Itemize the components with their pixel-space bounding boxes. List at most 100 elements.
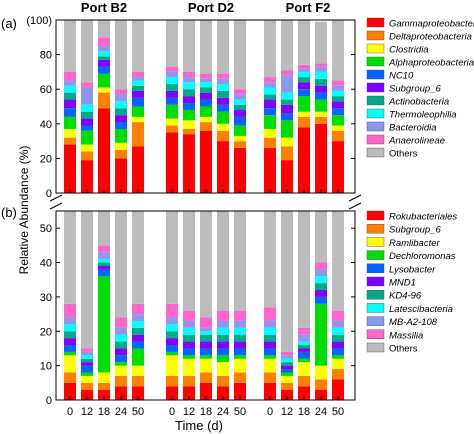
bar-segment-a-2-3-9 xyxy=(315,63,327,67)
bar-segment-a-0-0-2 xyxy=(64,128,76,138)
bar-segment-b-0-3-3 xyxy=(115,362,127,366)
bar-segment-a-1-2-8 xyxy=(200,78,212,83)
bar-segment-a-0-1-9 xyxy=(81,82,93,88)
bar-segment-b-0-1-7 xyxy=(81,355,93,359)
bar-segment-a-1-1-10 xyxy=(183,20,195,72)
x-tick-label-1-0: 0 xyxy=(169,406,175,418)
port-title-b2: Port B2 xyxy=(81,0,127,15)
bar-segment-b-1-4-6 xyxy=(234,334,246,342)
bar-segment-a-1-3-5 xyxy=(217,97,229,105)
bar-segment-a-1-2-7 xyxy=(200,82,212,88)
axis-break-mark-top-1 xyxy=(348,194,362,202)
bar-segment-b-0-2-2 xyxy=(98,372,110,383)
bar-segment-a-1-0-7 xyxy=(166,77,178,85)
bar-segment-a-1-0-0 xyxy=(166,132,178,193)
bar-segment-b-2-2-6 xyxy=(298,345,310,349)
bar-segment-b-1-2-0 xyxy=(200,382,212,400)
bar-segment-b-0-0-8 xyxy=(64,317,76,325)
bar-segment-b-1-0-6 xyxy=(166,331,178,339)
bar-segment-a-1-1-0 xyxy=(183,134,195,193)
axis-break-mark-top-0 xyxy=(49,194,63,202)
bar-segment-b-2-1-9 xyxy=(281,351,293,356)
bar-segment-b-0-2-7 xyxy=(98,259,110,263)
bar-segment-b-1-2-10 xyxy=(200,211,212,318)
bar-segment-b-0-1-3 xyxy=(81,372,93,376)
bar-segment-b-0-3-10 xyxy=(115,211,127,318)
bar-segment-b-0-4-5 xyxy=(132,334,144,342)
bar-segment-b-2-0-1 xyxy=(264,372,276,383)
y-axis-label: Relative Abundance (%) xyxy=(17,146,31,275)
legend-swatch-a-7 xyxy=(366,108,385,119)
bar-segment-b-1-0-9 xyxy=(166,303,178,318)
legend-label-b-10: Others xyxy=(389,344,418,355)
legend-swatch-a-6 xyxy=(366,95,385,106)
bar-segment-b-2-1-3 xyxy=(281,372,293,376)
bar-segment-b-2-0-10 xyxy=(264,211,276,308)
bar-segment-b-2-3-0 xyxy=(315,389,327,400)
bar-segment-b-1-0-5 xyxy=(166,338,178,346)
port-titles: Port B2 Port D2 Port F2 xyxy=(81,0,331,15)
bar-segment-b-0-0-7 xyxy=(64,324,76,332)
bar-segment-a-2-0-4 xyxy=(264,108,276,116)
legend-swatch-a-5 xyxy=(366,82,385,93)
bar-segment-b-1-2-8 xyxy=(200,327,212,332)
bar-segment-a-1-3-3 xyxy=(217,111,229,124)
bar-segment-b-2-2-3 xyxy=(298,358,310,363)
bar-segment-a-1-1-7 xyxy=(183,82,195,90)
bar-segment-a-0-4-9 xyxy=(132,71,144,78)
legend-label-b-5: MND1 xyxy=(389,278,416,289)
bar-segment-a-1-1-9 xyxy=(183,71,195,78)
y-tick-label-a-3: 60 xyxy=(40,84,52,96)
bar-segment-a-1-0-5 xyxy=(166,90,178,98)
bar-segment-b-0-1-2 xyxy=(81,375,93,383)
x-tick-label-1-2: 18 xyxy=(200,406,212,418)
axis-break-mark-bottom-0 xyxy=(49,202,63,210)
bar-segment-a-0-3-3 xyxy=(115,128,127,143)
bar-segment-b-1-3-2 xyxy=(217,362,229,376)
bar-segment-a-0-3-5 xyxy=(115,115,127,123)
bar-segment-b-2-4-6 xyxy=(332,334,344,342)
bar-segment-a-1-2-0 xyxy=(200,130,212,193)
bar-segment-a-2-1-9 xyxy=(281,70,293,76)
panel-b-label: (b) xyxy=(1,205,17,220)
bar-segment-b-1-1-1 xyxy=(183,375,195,387)
bar-segment-a-0-0-3 xyxy=(64,116,76,129)
bar-segment-b-1-3-4 xyxy=(217,348,229,356)
bar-segment-a-0-1-1 xyxy=(81,151,93,161)
bar-segment-a-1-2-1 xyxy=(200,122,212,131)
bar-segment-b-2-3-5 xyxy=(315,290,327,297)
bar-segment-a-0-1-2 xyxy=(81,144,93,152)
legend-swatch-b-8 xyxy=(366,316,385,326)
bar-segment-b-0-4-0 xyxy=(132,386,144,400)
bar-segment-b-2-0-7 xyxy=(264,327,276,335)
bar-segment-a-2-2-3 xyxy=(298,96,310,112)
bar-segment-b-2-4-5 xyxy=(332,341,344,349)
bar-segment-a-0-4-3 xyxy=(132,106,144,117)
bar-segment-b-0-4-9 xyxy=(132,303,144,315)
bar-segment-a-2-3-5 xyxy=(315,85,327,93)
x-tick-label-1-4: 50 xyxy=(234,406,246,418)
bar-segment-a-0-2-2 xyxy=(98,87,110,93)
bar-segment-b-0-3-8 xyxy=(115,327,127,335)
panel-b: (b) 0 10 20 30 40 50 0 12 18 24 50 0 12 18 24 50 0 12 18 24… xyxy=(1,205,356,418)
bar-segment-b-2-1-10 xyxy=(281,211,293,352)
bar-segment-a-0-4-2 xyxy=(132,116,144,123)
y-tick-label-a-5: (100) xyxy=(26,15,52,27)
bar-segment-b-2-0-3 xyxy=(264,355,276,359)
x-tick-label-0-4: 50 xyxy=(132,406,144,418)
bar-segment-b-1-4-7 xyxy=(234,327,246,335)
x-axis-label: Time (d) xyxy=(175,418,223,433)
bar-segment-b-1-3-3 xyxy=(217,355,229,363)
bar-segment-a-2-1-7 xyxy=(281,92,293,100)
x-tick-label-1-1: 12 xyxy=(183,406,195,418)
bar-segment-a-1-2-5 xyxy=(200,92,212,100)
bar-segment-a-0-1-10 xyxy=(81,20,93,83)
legend-swatch-a-10 xyxy=(366,147,385,158)
bar-segment-b-1-2-1 xyxy=(200,372,212,383)
bar-segment-a-1-4-1 xyxy=(234,141,246,149)
bar-segment-b-0-3-2 xyxy=(115,365,127,376)
bar-segment-b-2-2-5 xyxy=(298,348,310,352)
bar-segment-b-2-3-9 xyxy=(315,262,327,270)
bar-segment-a-0-4-0 xyxy=(132,146,144,193)
y-tick-label-a-2: 40 xyxy=(40,119,52,131)
